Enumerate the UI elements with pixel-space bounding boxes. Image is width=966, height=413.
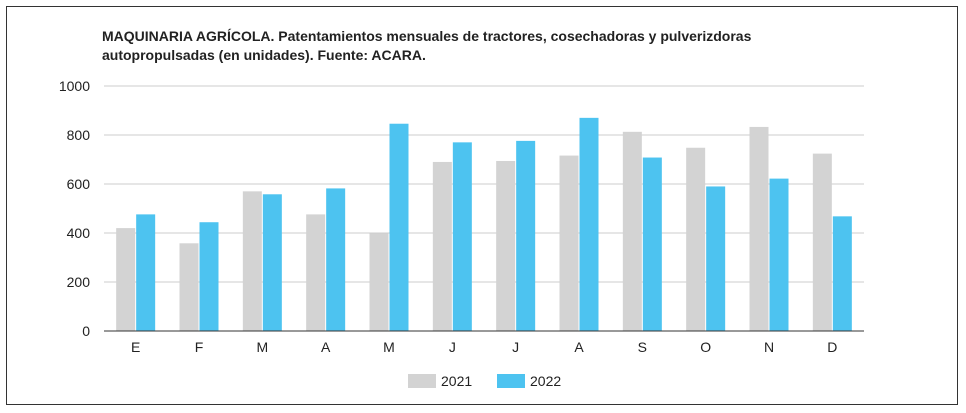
x-tick-label: S <box>638 339 647 355</box>
gridlines <box>104 85 864 283</box>
bar-2021-9 <box>686 147 706 331</box>
chart-frame <box>6 6 958 405</box>
chart-title: MAQUINARIA AGRÍCOLA. Patentamientos mens… <box>102 28 752 63</box>
bar-2022-9 <box>706 186 726 331</box>
x-tick-label: A <box>321 339 331 355</box>
bar-2022-1 <box>199 222 219 331</box>
bar-2022-8 <box>642 157 662 331</box>
y-tick-label: 600 <box>67 176 91 192</box>
bars <box>116 117 852 331</box>
bar-2021-1 <box>179 243 199 331</box>
legend: 2021 2022 <box>408 373 561 389</box>
bar-2021-2 <box>242 191 262 331</box>
x-tick-label: O <box>700 339 711 355</box>
bar-2022-11 <box>832 216 852 331</box>
bar-2021-4 <box>369 233 389 331</box>
bar-2021-10 <box>749 126 769 331</box>
x-tick-label: E <box>131 339 140 355</box>
bar-2021-3 <box>306 214 326 331</box>
bar-2021-8 <box>622 131 642 331</box>
y-tick-label: 0 <box>82 323 90 339</box>
y-tick-label: 400 <box>67 225 91 241</box>
bar-2022-2 <box>262 194 282 331</box>
bar-2022-4 <box>389 123 409 331</box>
y-tick-labels: 0 200 400 600 800 1000 <box>59 78 90 339</box>
bar-2021-7 <box>559 155 579 331</box>
bar-2022-3 <box>326 188 346 331</box>
bar-2021-0 <box>116 228 136 331</box>
y-tick-label: 200 <box>67 274 91 290</box>
x-tick-label: J <box>449 339 456 355</box>
bar-2022-0 <box>136 214 156 331</box>
bar-2021-6 <box>496 160 516 331</box>
legend-label: 2022 <box>530 373 561 389</box>
y-tick-label: 1000 <box>59 78 90 94</box>
legend-swatch-2022 <box>497 374 525 388</box>
bar-2022-5 <box>452 142 472 331</box>
x-tick-label: D <box>827 339 837 355</box>
bar-2021-5 <box>432 161 452 331</box>
x-tick-label: N <box>764 339 774 355</box>
bar-2022-10 <box>769 178 789 331</box>
x-tick-label: M <box>383 339 395 355</box>
y-tick-label: 800 <box>67 127 91 143</box>
legend-label: 2021 <box>441 373 472 389</box>
bar-2021-11 <box>812 153 832 331</box>
x-tick-label: A <box>574 339 584 355</box>
x-tick-label: J <box>512 339 519 355</box>
x-tick-label: F <box>195 339 204 355</box>
bar-2022-6 <box>516 140 536 331</box>
x-tick-label: M <box>256 339 268 355</box>
bar-2022-7 <box>579 117 599 331</box>
legend-swatch-2021 <box>408 374 436 388</box>
